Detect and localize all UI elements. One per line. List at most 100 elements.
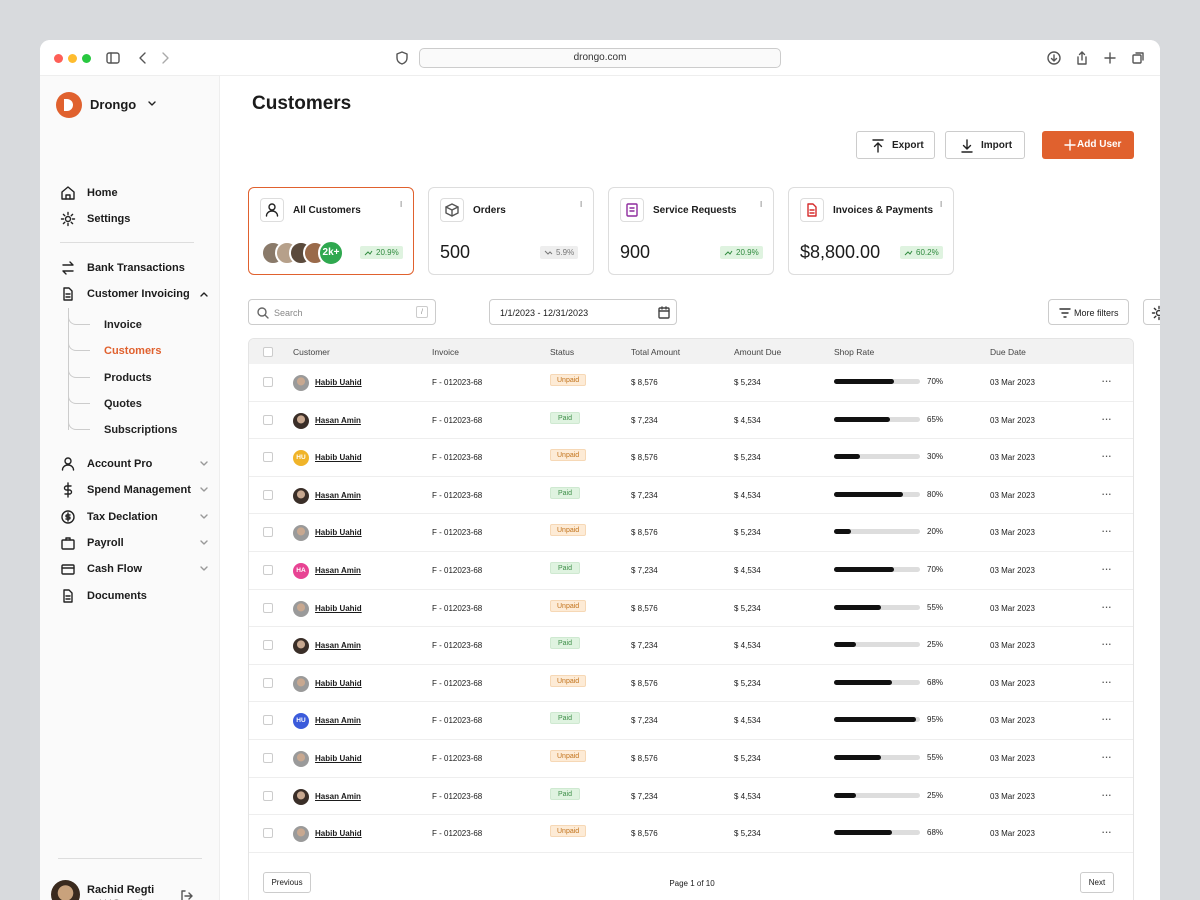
stat-card[interactable]: Invoices & Payments ··· $8,800.00 60.2% xyxy=(788,187,954,275)
icon[interactable] xyxy=(179,888,195,900)
avatar-initials: HA xyxy=(293,563,309,579)
amount-due: $ 5,234 xyxy=(734,678,761,688)
checkbox[interactable] xyxy=(263,565,273,575)
checkbox[interactable] xyxy=(263,377,273,387)
column-header: Invoice xyxy=(432,347,459,357)
nav-item[interactable]: Documents xyxy=(52,586,212,606)
checkbox[interactable] xyxy=(263,828,273,839)
subnav-item[interactable]: Products xyxy=(104,371,152,384)
row-menu[interactable]: ··· xyxy=(1101,824,1112,840)
status-badge: Unpaid xyxy=(550,750,587,762)
subnav-item[interactable]: Subscriptions xyxy=(104,424,178,437)
card-menu[interactable]: ··· xyxy=(575,200,589,206)
checkbox[interactable] xyxy=(263,489,273,500)
checkbox[interactable] xyxy=(263,602,273,613)
window-button[interactable] xyxy=(54,54,63,63)
row-menu[interactable]: ··· xyxy=(1101,373,1112,388)
pagination-button[interactable]: Next xyxy=(1080,872,1114,893)
stat-card[interactable]: Service Requests ··· 900 20.9% xyxy=(608,187,774,275)
nav-item[interactable]: Customer Invoicing xyxy=(52,284,212,304)
nav-item[interactable]: Bank Transactions xyxy=(52,258,212,278)
customer-name[interactable]: Habib Uahid xyxy=(315,754,362,763)
customer-name[interactable]: Hasan Amin xyxy=(315,641,361,651)
row-menu[interactable]: ··· xyxy=(1101,673,1112,689)
avatar-photo xyxy=(293,638,309,655)
nav-item[interactable]: Payroll xyxy=(52,533,212,553)
header-button[interactable]: Export xyxy=(856,131,935,159)
checkbox[interactable] xyxy=(263,640,273,651)
customer-name[interactable]: Habib Uahid xyxy=(315,603,362,613)
icon[interactable] xyxy=(1130,50,1146,66)
checkbox[interactable] xyxy=(263,790,273,801)
subnav-item[interactable]: Quotes xyxy=(104,397,142,410)
window-button[interactable] xyxy=(68,54,77,63)
icon[interactable] xyxy=(105,50,121,66)
row-menu[interactable]: ··· xyxy=(1101,786,1112,802)
customer-name[interactable]: Habib Uahid xyxy=(315,678,362,688)
nav-item[interactable]: Settings xyxy=(52,209,212,229)
stat-card[interactable]: Orders ··· 500 5.9% xyxy=(428,187,594,275)
row-menu[interactable]: ··· xyxy=(1101,636,1112,652)
settings-button[interactable] xyxy=(1143,299,1160,325)
status-badge: Paid xyxy=(550,787,581,800)
row-menu[interactable]: ··· xyxy=(1101,749,1112,764)
card-menu[interactable]: ··· xyxy=(395,200,409,206)
row-menu[interactable]: ··· xyxy=(1101,448,1112,464)
icon[interactable] xyxy=(1102,50,1118,66)
row-menu[interactable]: ··· xyxy=(1101,711,1112,727)
icon[interactable] xyxy=(1046,50,1062,66)
nav-label: Documents xyxy=(87,589,147,602)
icon xyxy=(60,535,76,551)
checkbox[interactable] xyxy=(263,677,273,688)
card-menu[interactable]: ··· xyxy=(935,200,949,206)
amount-due: $ 5,234 xyxy=(734,754,761,763)
subnav-item[interactable]: Invoice xyxy=(104,319,142,331)
checkbox[interactable] xyxy=(263,452,273,463)
customer-name[interactable]: Habib Uahid xyxy=(315,829,362,839)
rate-bar xyxy=(834,529,852,535)
row-menu[interactable]: ··· xyxy=(1101,561,1112,576)
header-button[interactable]: Add User xyxy=(1042,131,1134,159)
subnav-item[interactable]: Customers xyxy=(104,345,162,358)
row-menu[interactable]: ··· xyxy=(1101,523,1112,539)
due-date: 03 Mar 2023 xyxy=(990,378,1035,387)
customer-name[interactable]: Hasan Amin xyxy=(315,415,361,425)
customer-name[interactable]: Habib Uahid xyxy=(315,453,362,463)
icon[interactable] xyxy=(135,50,151,66)
date-range[interactable]: 1/1/2023 - 12/31/2023 xyxy=(489,299,677,325)
customer-name[interactable]: Hasan Amin xyxy=(315,716,361,726)
status-badge: Unpaid xyxy=(550,524,587,537)
more-filters[interactable]: More filters xyxy=(1048,299,1129,325)
window-button[interactable] xyxy=(82,54,91,63)
customer-name[interactable]: Hasan Amin xyxy=(315,791,361,801)
header-button[interactable]: Import xyxy=(945,131,1025,159)
stat-card[interactable]: All Customers ··· 2k+ 20.9% xyxy=(248,187,414,275)
nav-item[interactable]: Tax Declation xyxy=(52,507,212,527)
page-title: Customers xyxy=(252,93,352,114)
customer-name[interactable]: Hasan Amin xyxy=(315,490,361,500)
table-row: HU Hasan Amin F - 012023-68 Paid $ 7,234 $ 4,… xyxy=(249,702,1133,740)
row-menu[interactable]: ··· xyxy=(1101,410,1112,426)
checkbox[interactable] xyxy=(263,414,273,425)
search-input[interactable]: Search / xyxy=(248,299,436,325)
checkbox[interactable] xyxy=(263,527,273,538)
customer-name[interactable]: Habib Uahid xyxy=(315,378,362,387)
card-menu[interactable]: ··· xyxy=(755,200,769,206)
brand-name[interactable]: Drongo xyxy=(90,97,137,112)
icon[interactable] xyxy=(157,50,173,66)
nav-item[interactable]: Home xyxy=(52,183,212,203)
nav-item[interactable]: Cash Flow xyxy=(52,559,212,579)
row-menu[interactable]: ··· xyxy=(1101,598,1112,614)
nav-item[interactable]: Account Pro xyxy=(52,454,212,474)
icon xyxy=(60,482,76,498)
pagination-button[interactable]: Previous xyxy=(263,872,311,893)
checkbox[interactable] xyxy=(263,753,273,763)
customer-name[interactable]: Hasan Amin xyxy=(315,566,361,575)
checkbox[interactable] xyxy=(263,347,273,357)
address-bar[interactable]: drongo.com xyxy=(419,48,781,68)
customer-name[interactable]: Habib Uahid xyxy=(315,528,362,538)
nav-item[interactable]: Spend Management xyxy=(52,480,212,500)
icon[interactable] xyxy=(1074,50,1090,66)
row-menu[interactable]: ··· xyxy=(1101,485,1112,501)
checkbox[interactable] xyxy=(263,715,273,726)
